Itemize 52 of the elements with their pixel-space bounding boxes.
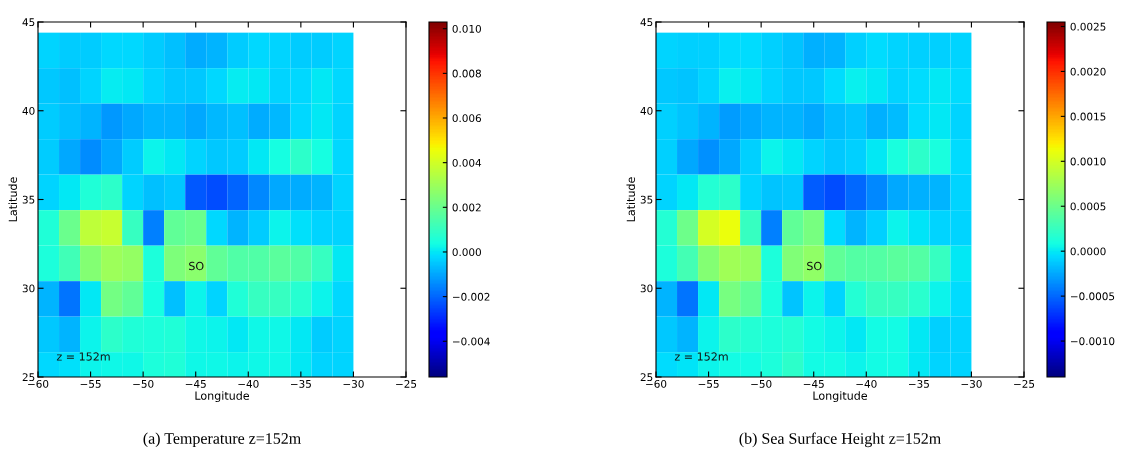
x-tick-label: −55	[698, 380, 719, 388]
y-axis-title: Latitude	[626, 177, 636, 222]
text: (b) Sea Surface Height z=152m	[739, 432, 941, 448]
x-tick-label: −30	[961, 379, 982, 388]
x-tick-label: −35	[908, 379, 929, 388]
y-tick-label: 45	[22, 18, 35, 27]
color-bar-label: −0.0010	[1070, 337, 1115, 346]
x-tick-label: −25	[396, 379, 417, 388]
annotation: z = 152m	[56, 352, 110, 361]
y-axis-title: Latitude	[8, 177, 18, 222]
color-bar-label: 0.0025	[1070, 22, 1106, 31]
annotation: SO	[807, 261, 822, 271]
color-bar-label: −0.002	[452, 292, 490, 301]
color-bar-label: −0.0005	[1070, 292, 1115, 301]
color-bar-label: 0.004	[452, 158, 482, 167]
x-axis-title: Longitude	[195, 391, 250, 402]
color-bar-label: −0.004	[452, 337, 490, 346]
annotation: z = 152m	[674, 352, 728, 361]
color-bar-label: 0.0015	[1070, 112, 1106, 121]
color-bar-label: 0.002	[452, 203, 481, 212]
color-bar-label: 0.0005	[1070, 202, 1106, 211]
color-bar-label: 0.010	[452, 24, 481, 33]
color-bar-label: 0.0020	[1070, 67, 1106, 76]
x-tick-label: −40	[238, 379, 259, 388]
y-tick-label: 40	[22, 106, 35, 115]
color-bar-label: 0.006	[452, 114, 482, 123]
x-tick-label: −45	[185, 380, 206, 388]
y-tick-label: 40	[640, 106, 653, 115]
x-tick-label: −45	[803, 380, 824, 388]
y-tick-label: 35	[22, 195, 35, 204]
y-tick-label: 30	[22, 284, 35, 293]
x-tick-label: −60	[646, 379, 667, 388]
color-bar-label: 0.008	[452, 69, 481, 78]
x-tick-label: −50	[133, 379, 154, 388]
y-tick-label: 35	[640, 195, 653, 204]
annotation: SO	[189, 261, 204, 271]
x-tick-label: −25	[1014, 379, 1035, 388]
color-bar-label: 0.000	[452, 248, 481, 257]
y-tick-label: 30	[640, 284, 653, 293]
y-tick-label: 25	[640, 373, 653, 382]
x-tick-label: −30	[343, 379, 364, 388]
x-axis-title: Longitude	[813, 391, 868, 402]
color-bar-label: 0.0010	[1070, 157, 1106, 166]
x-tick-label: −40	[856, 379, 877, 388]
y-tick-label: 45	[640, 18, 653, 27]
x-tick-label: −35	[290, 379, 311, 388]
color-bar-label: 0.0000	[1070, 247, 1106, 256]
text: (a) Temperature z=152m	[143, 432, 301, 448]
y-tick-label: 25	[22, 373, 35, 382]
x-tick-label: −50	[751, 379, 772, 388]
x-tick-label: −60	[28, 379, 49, 388]
x-tick-label: −55	[80, 380, 101, 388]
